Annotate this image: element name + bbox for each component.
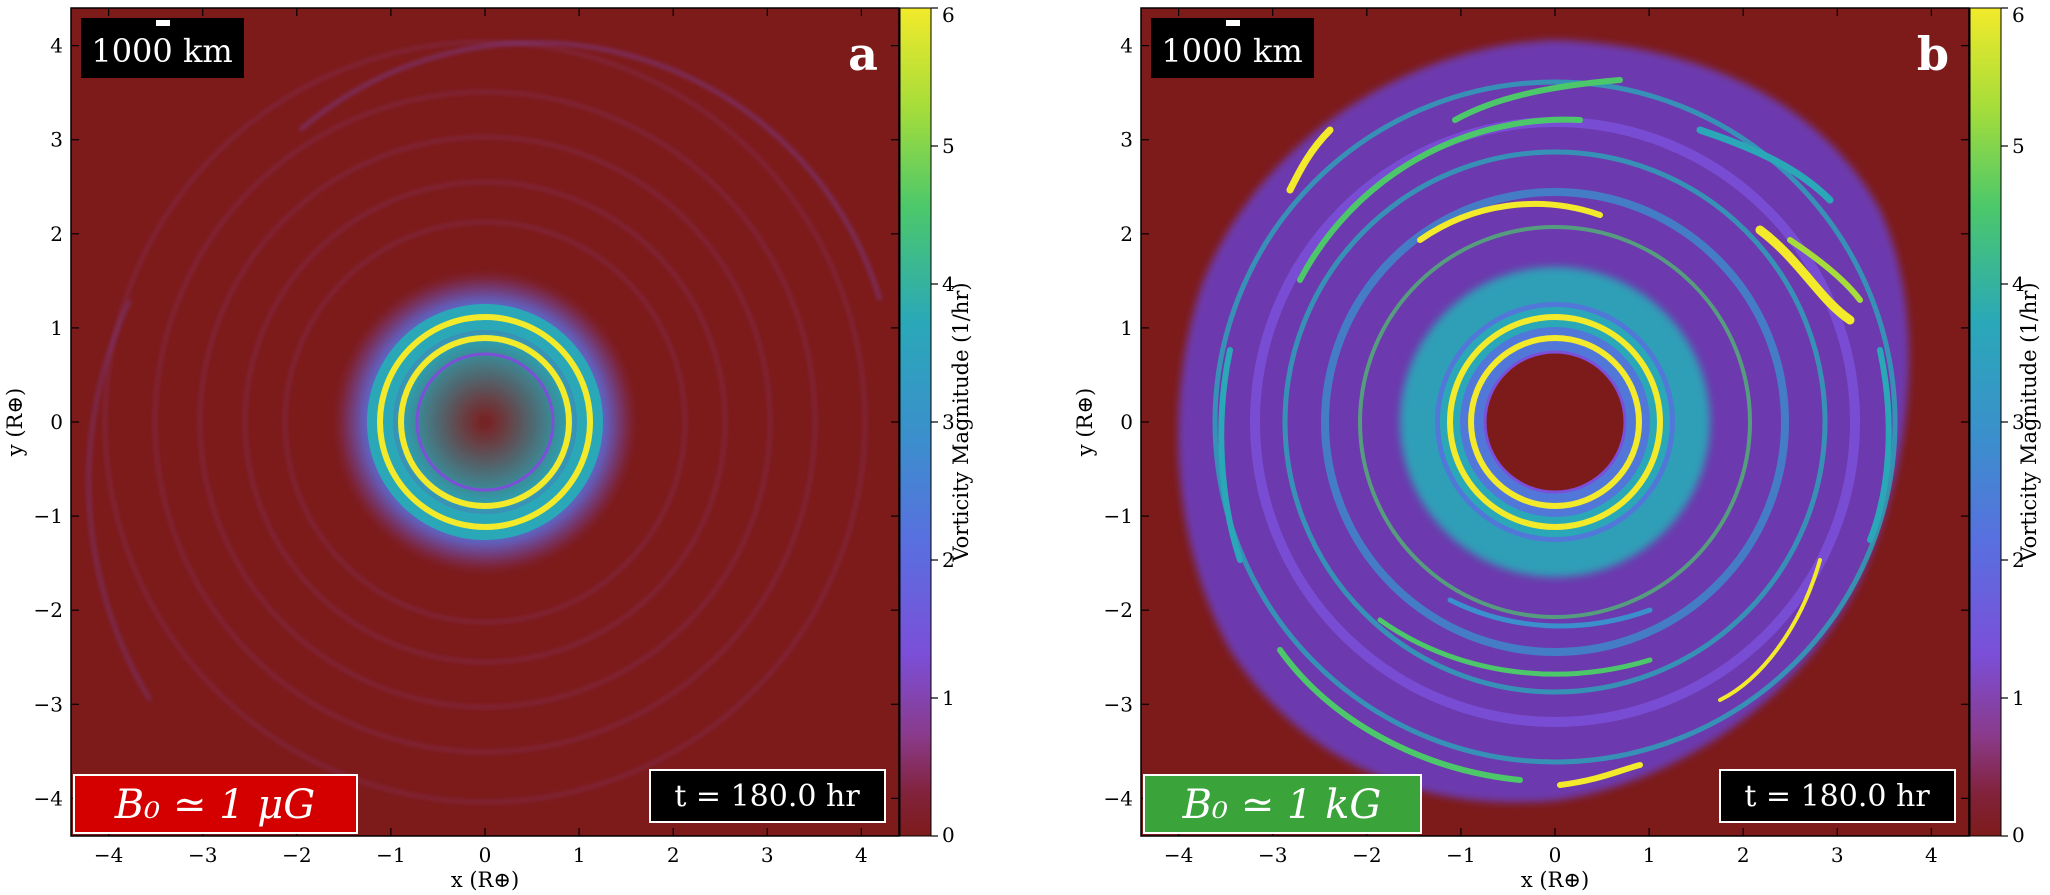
colorbar [899,7,932,837]
field-strength-label: B₀ ≃ 1 μG [114,782,316,828]
scale-bar [156,20,170,26]
y-tick-label: 2 [1120,222,1133,246]
scale-bar-label: 1000 km [1161,32,1302,70]
y-tick-label: 2 [50,222,63,246]
panel-letter: b [1917,27,1949,81]
x-tick-label: −3 [1258,843,1287,867]
x-tick-label: 1 [1643,843,1656,867]
field-strength-label: B₀ ≃ 1 kG [1182,782,1382,828]
colorbar [1969,7,2002,837]
colorbar-tick-label: 1 [942,686,955,710]
y-tick-label: −2 [34,598,63,622]
colorbar-ticks: 0 1 2 3 4 5 6 [2001,3,2025,847]
y-tick-label: 4 [1120,34,1133,58]
x-tick-label: 3 [761,843,774,867]
y-tick-label: 1 [50,316,63,340]
x-tick-label: −1 [1446,843,1475,867]
y-tick-label: −1 [34,504,63,528]
y-tick-label: 1 [1120,316,1133,340]
vorticity-field [1178,40,1909,803]
scale-bar-box [81,18,244,78]
x-tick-label: −2 [1352,843,1381,867]
colorbar-tick-label: 5 [2012,134,2025,158]
colorbar-tick-label: 4 [942,272,955,296]
colorbar-tick-label: 6 [942,3,955,27]
y-tick-label: −4 [1104,786,1133,810]
colorbar-tick-label: 5 [942,134,955,158]
y-tick-label: 0 [50,410,63,434]
y-tick-label: −3 [34,692,63,716]
y-tick-label: 3 [1120,128,1133,152]
panel-a: −4 −3 −2 −1 0 1 2 3 4 4 3 2 1 0 −1 −2 −3 −4 x (R⊕) y (R⊕… [3,3,973,892]
y-axis-label: y (R⊕) [3,388,27,457]
time-label: t = 180.0 hr [1744,779,1930,814]
x-tick-label: 0 [479,843,492,867]
panel-letter: a [848,27,878,81]
field-strength-box [73,774,358,834]
panel-b: −4 −3 −2 −1 0 1 2 3 4 4 3 2 1 0 −1 −2 −3 −4 x (R⊕) y (R⊕… [1073,3,2041,892]
x-tick-label: 3 [1831,843,1844,867]
colorbar-label: Vorticity Magnitude (1/hr) [2017,282,2041,562]
scale-bar [1226,20,1240,26]
x-tick-label: 0 [1549,843,1562,867]
x-tick-label: 2 [667,843,680,867]
y-tick-label: −1 [1104,504,1133,528]
time-box [1719,769,1956,823]
x-axis: −4 −3 −2 −1 0 1 2 3 4 [1164,8,1938,867]
y-axis-label: y (R⊕) [1073,388,1097,457]
vorticity-field [87,40,882,804]
colorbar-ticks: 0 1 2 3 4 5 6 [931,3,955,847]
y-tick-label: −3 [1104,692,1133,716]
x-tick-label: −4 [94,843,123,867]
x-tick-label: −4 [1164,843,1193,867]
x-axis-label: x (R⊕) [451,868,519,892]
x-tick-label: 1 [573,843,586,867]
x-tick-label: −2 [282,843,311,867]
colorbar-tick-label: 6 [2012,3,2025,27]
y-tick-label: −4 [34,786,63,810]
time-box [649,769,886,823]
x-tick-label: 2 [1737,843,1750,867]
x-tick-label: 4 [1925,843,1938,867]
colorbar-tick-label: 4 [2012,272,2025,296]
x-axis-label: x (R⊕) [1521,868,1589,892]
y-axis: 4 3 2 1 0 −1 −2 −3 −4 [34,34,899,810]
scale-bar-box [1151,18,1314,78]
colorbar-tick-label: 2 [942,548,955,572]
colorbar-label: Vorticity Magnitude (1/hr) [949,282,973,562]
y-tick-label: −2 [1104,598,1133,622]
colorbar-tick-label: 0 [2012,823,2025,847]
time-label: t = 180.0 hr [674,779,860,814]
x-tick-label: −3 [188,843,217,867]
colorbar-tick-label: 0 [942,823,955,847]
y-tick-label: 4 [50,34,63,58]
colorbar-tick-label: 2 [2012,548,2025,572]
y-tick-label: 0 [1120,410,1133,434]
y-tick-label: 3 [50,128,63,152]
x-tick-label: 4 [855,843,868,867]
colorbar-tick-label: 3 [942,410,955,434]
colorbar-tick-label: 3 [2012,410,2025,434]
colorbar-tick-label: 1 [2012,686,2025,710]
y-axis: 4 3 2 1 0 −1 −2 −3 −4 [1104,34,1969,810]
field-strength-box [1143,774,1422,834]
scale-bar-label: 1000 km [91,32,232,70]
x-axis: −4 −3 −2 −1 0 1 2 3 4 [94,8,868,867]
x-tick-label: −1 [376,843,405,867]
